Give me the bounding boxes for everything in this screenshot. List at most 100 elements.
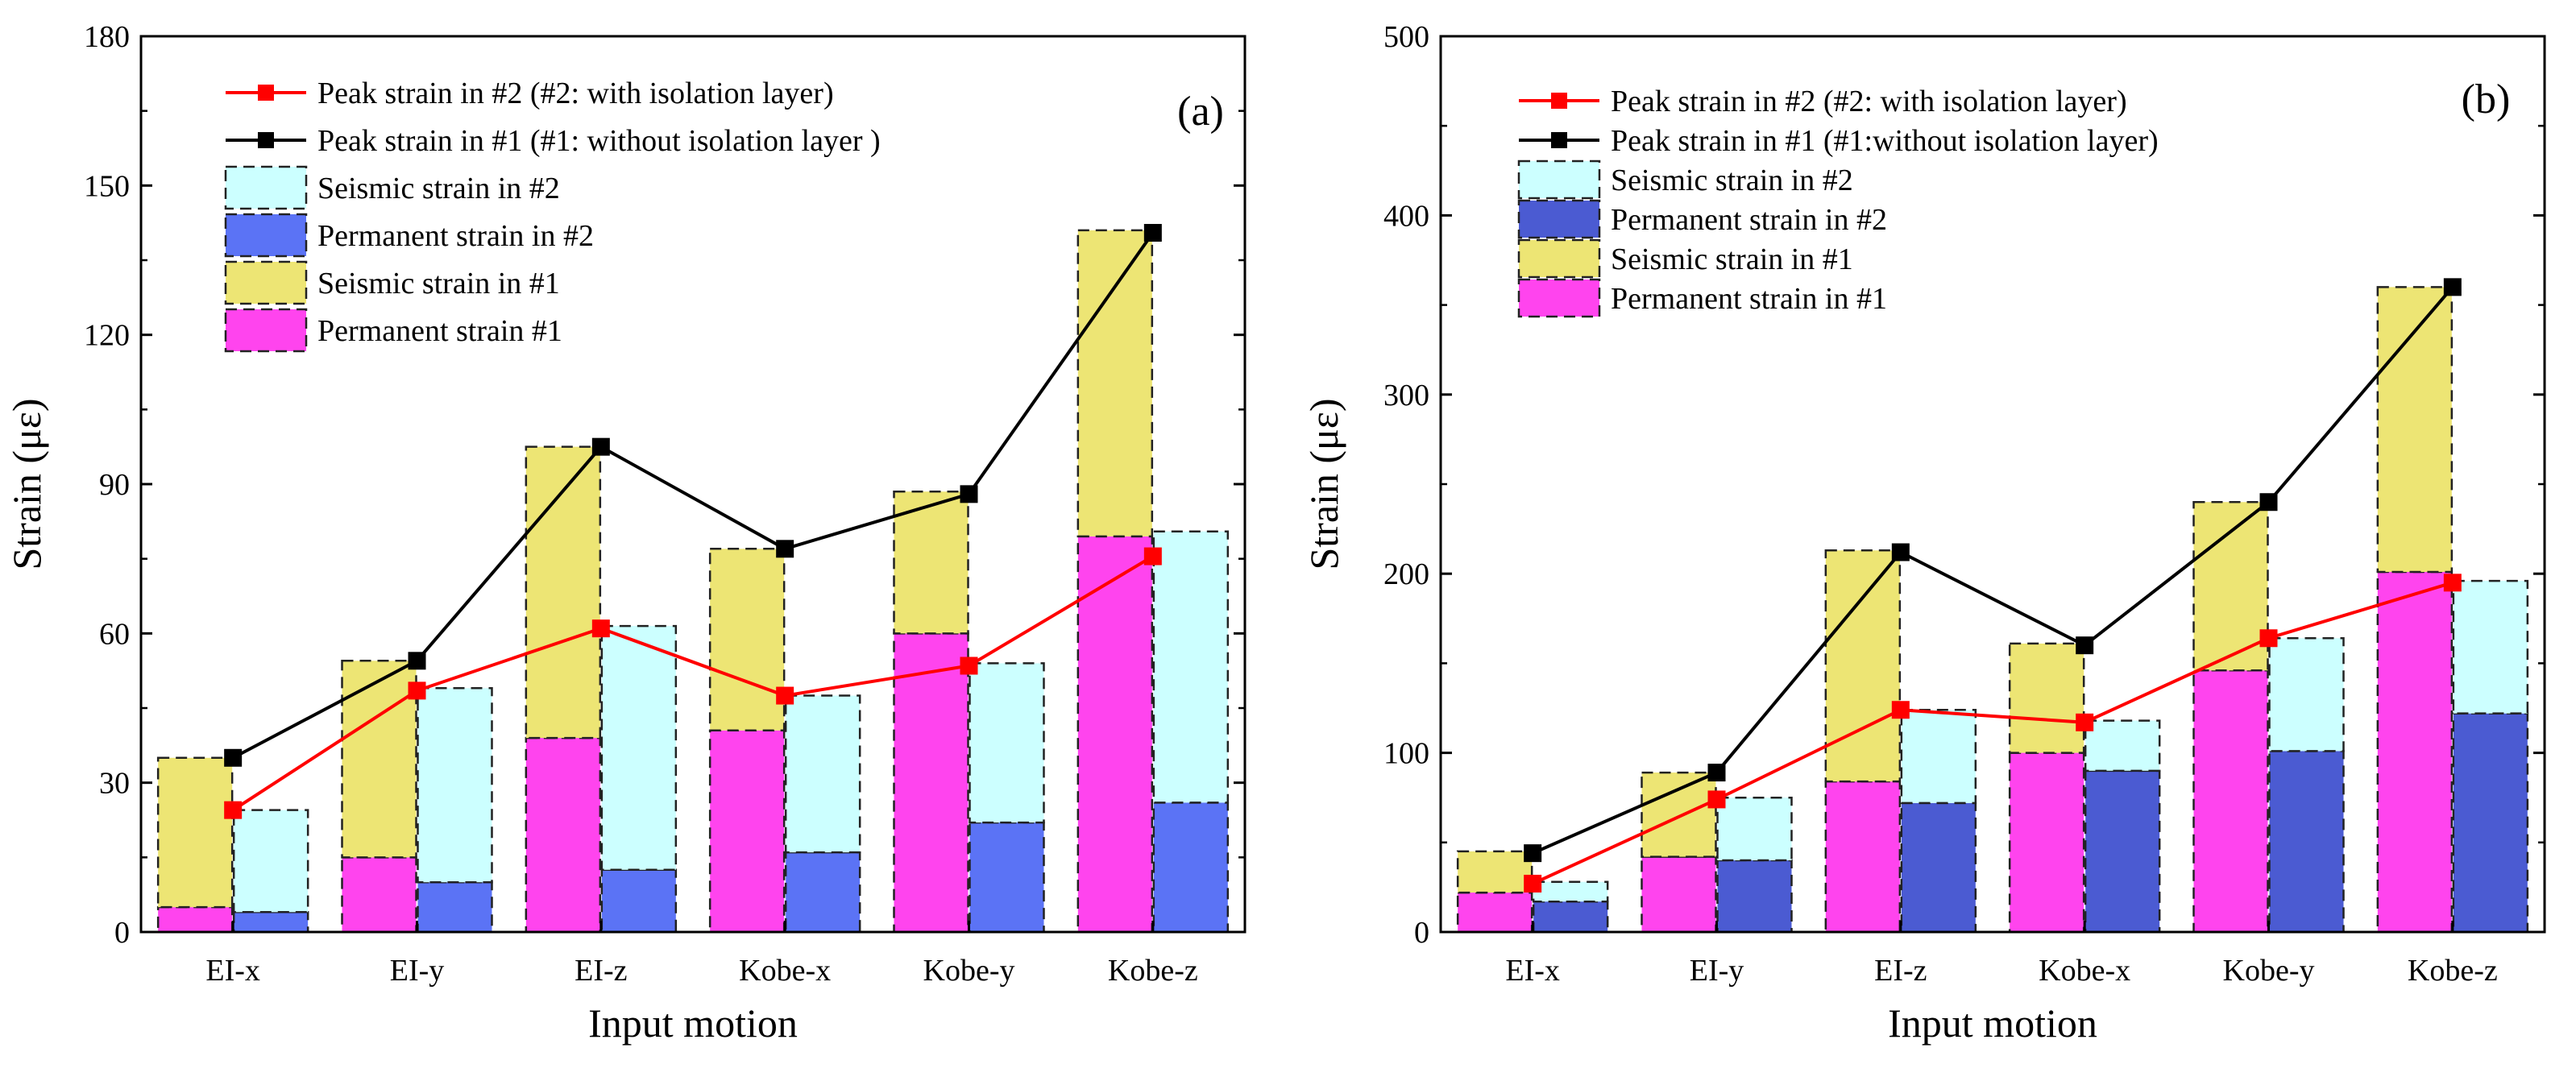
y-tick-label: 120 bbox=[84, 319, 130, 353]
legend-label-seismic1: Seismic strain in #1 bbox=[1611, 242, 1853, 276]
bar-permanent1-ei-y bbox=[341, 856, 417, 934]
legend-label-peak1: Peak strain in #1 (#1:without isolation … bbox=[1611, 124, 2159, 158]
x-tick-label-kobe-z: Kobe-z bbox=[2408, 954, 2498, 988]
bar-permanent2-ei-x bbox=[232, 911, 309, 934]
bar-seismic1-kobe-x bbox=[2008, 642, 2085, 754]
marker-peak1-ei-x bbox=[224, 748, 243, 767]
bar-seismic1-kobe-y bbox=[893, 491, 969, 635]
x-axis-title: Input motion bbox=[588, 1000, 798, 1046]
panel-label: (b) bbox=[2462, 77, 2511, 122]
bar-permanent1-ei-z bbox=[1824, 780, 1902, 934]
marker-peak1-kobe-x bbox=[776, 540, 794, 558]
legend-label-permanent1: Permanent strain #1 bbox=[317, 314, 562, 348]
marker-peak1-kobe-y bbox=[960, 485, 978, 503]
y-axis-title: Strain (με) bbox=[1301, 398, 1346, 570]
y-tick-label: 150 bbox=[84, 169, 130, 203]
bar-seismic1-kobe-z bbox=[2376, 286, 2454, 574]
line-peak2 bbox=[1532, 581, 2454, 885]
legend-label-peak2: Peak strain in #2 (#2: with isolation la… bbox=[1611, 85, 2127, 118]
bar-permanent1-kobe-z bbox=[1076, 535, 1154, 934]
bar-permanent2-ei-y bbox=[417, 880, 493, 934]
bar-permanent2-kobe-z bbox=[2452, 712, 2529, 934]
marker-peak1-kobe-y bbox=[2259, 493, 2278, 512]
marker-peak2-kobe-y bbox=[960, 657, 978, 675]
bar-permanent2-kobe-y bbox=[2268, 750, 2345, 934]
bar-seismic2-ei-x bbox=[232, 809, 309, 913]
y-tick-label: 60 bbox=[99, 617, 130, 651]
y-axis-title: Strain (με) bbox=[4, 398, 49, 570]
x-tick-label-ei-z: EI-z bbox=[575, 954, 627, 988]
bar-seismic2-kobe-z bbox=[1152, 530, 1230, 804]
bar-seismic2-kobe-y bbox=[2268, 637, 2345, 752]
marker-peak1-ei-x bbox=[1524, 844, 1542, 863]
line-peak1 bbox=[232, 231, 1155, 760]
bar-permanent2-ei-y bbox=[1716, 859, 1793, 934]
bar-seismic2-ei-y bbox=[1716, 796, 1793, 862]
legend-marker-peak2 bbox=[1551, 93, 1567, 109]
legend-swatch-seismic2 bbox=[224, 165, 308, 210]
x-axis-title: Input motion bbox=[1888, 1000, 2097, 1046]
bar-permanent1-kobe-x bbox=[2008, 752, 2085, 934]
marker-peak2-kobe-x bbox=[776, 686, 794, 705]
y-tick-label: 0 bbox=[1414, 916, 1429, 950]
bar-permanent1-kobe-x bbox=[708, 729, 786, 934]
bar-seismic1-ei-z bbox=[525, 445, 602, 739]
legend-label-permanent2: Permanent strain in #2 bbox=[1611, 203, 1887, 237]
x-tick-label-ei-z: EI-z bbox=[1874, 954, 1927, 988]
marker-peak2-ei-z bbox=[591, 619, 610, 638]
x-tick-label-ei-x: EI-x bbox=[1505, 954, 1560, 988]
marker-peak1-kobe-z bbox=[2443, 278, 2462, 296]
bar-permanent1-ei-z bbox=[525, 736, 602, 934]
legend-swatch-permanent1 bbox=[224, 308, 308, 353]
marker-peak1-kobe-x bbox=[2076, 636, 2094, 655]
bar-permanent1-kobe-y bbox=[2192, 669, 2269, 934]
marker-peak2-kobe-z bbox=[2443, 574, 2462, 592]
marker-peak1-ei-z bbox=[591, 437, 610, 456]
panel-label: (a) bbox=[1177, 89, 1224, 135]
marker-peak2-kobe-x bbox=[2076, 713, 2094, 731]
marker-peak1-ei-z bbox=[1891, 543, 1910, 561]
x-tick-label-kobe-z: Kobe-z bbox=[1108, 954, 1198, 988]
bar-permanent2-ei-z bbox=[1900, 802, 1977, 934]
bar-seismic1-ei-y bbox=[341, 660, 417, 859]
bar-seismic1-ei-x bbox=[1456, 850, 1533, 894]
bar-seismic1-ei-z bbox=[1824, 549, 1902, 783]
y-tick-label: 180 bbox=[84, 20, 130, 54]
y-tick-label: 30 bbox=[99, 767, 130, 801]
bar-permanent1-ei-y bbox=[1641, 855, 1717, 934]
y-tick-label: 400 bbox=[1383, 199, 1429, 233]
marker-peak2-ei-y bbox=[408, 681, 426, 700]
marker-peak1-ei-y bbox=[408, 652, 426, 670]
y-tick-label: 90 bbox=[99, 468, 130, 502]
panel-a-chart: 0 30 60 90 120 150 180 EI-x EI-y EI-z Kobe-x Kobe-y… bbox=[4, 20, 1247, 1046]
bar-seismic2-kobe-x bbox=[784, 694, 861, 854]
marker-peak2-kobe-y bbox=[2259, 629, 2278, 648]
bar-permanent2-kobe-z bbox=[1152, 802, 1230, 934]
line-peak2 bbox=[232, 554, 1154, 812]
legend-label-peak1: Peak strain in #1 (#1: without isolation… bbox=[317, 124, 881, 158]
bar-permanent2-kobe-x bbox=[2084, 769, 2161, 934]
bar-permanent2-kobe-x bbox=[784, 851, 861, 934]
x-tick-label-kobe-x: Kobe-x bbox=[2039, 954, 2130, 988]
bar-permanent1-ei-x bbox=[1456, 891, 1533, 934]
bar-permanent1-kobe-y bbox=[893, 632, 969, 934]
bar-seismic2-ei-z bbox=[1900, 708, 1977, 805]
bar-seismic2-kobe-z bbox=[2452, 579, 2529, 715]
bar-seismic1-kobe-x bbox=[708, 548, 786, 732]
legend-swatch-permanent2 bbox=[224, 213, 308, 258]
marker-peak1-kobe-z bbox=[1143, 224, 1162, 242]
x-tick-label-ei-y: EI-y bbox=[390, 954, 445, 988]
bar-seismic2-kobe-x bbox=[2084, 719, 2161, 773]
legend-label-permanent1: Permanent strain in #1 bbox=[1611, 282, 1887, 316]
legend-label-peak2: Peak strain in #2 (#2: with isolation la… bbox=[317, 77, 834, 110]
marker-peak2-ei-y bbox=[1707, 790, 1726, 809]
x-tick-label-ei-x: EI-x bbox=[205, 954, 260, 988]
legend-label-seismic2: Seismic strain in #2 bbox=[1611, 164, 1853, 197]
bar-seismic2-ei-z bbox=[600, 624, 678, 872]
line-peak1 bbox=[1532, 286, 2454, 855]
x-tick-label-ei-y: EI-y bbox=[1690, 954, 1744, 988]
panel-b-chart: 0 100 200 300 400 500 EI-x EI-y EI-z Kobe-x Kobe-y… bbox=[1301, 20, 2546, 1046]
y-tick-label: 500 bbox=[1383, 20, 1429, 54]
bar-seismic2-ei-y bbox=[417, 687, 493, 884]
